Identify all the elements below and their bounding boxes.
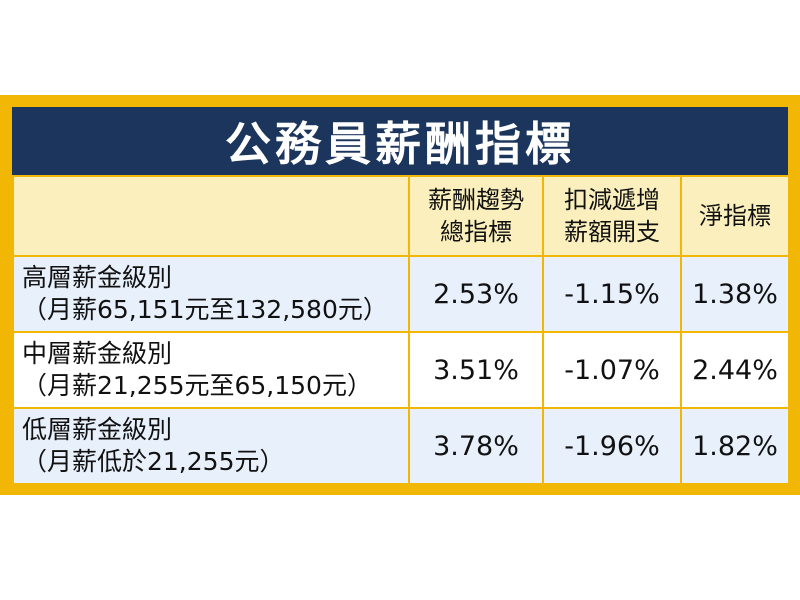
value-cell-trend: 3.51%: [408, 331, 544, 409]
header-blank-cell: [12, 175, 410, 257]
value-cell-deduction: -1.15%: [542, 255, 682, 333]
row-label: 高層薪金級別 （月薪65,151元至132,580元）: [12, 255, 410, 333]
title-bar: 公務員薪酬指標: [12, 107, 788, 175]
row-label: 低層薪金級別 （月薪低於21,255元）: [12, 407, 410, 485]
table-header-row: 薪酬趨勢 總指標 扣減遞增 薪額開支 淨指標: [12, 175, 790, 257]
value-cell-deduction: -1.96%: [542, 407, 682, 485]
table-row: 高層薪金級別 （月薪65,151元至132,580元） 2.53% -1.15%…: [12, 255, 790, 333]
row-label: 中層薪金級別 （月薪21,255元至65,150元）: [12, 331, 410, 409]
value-cell-net: 1.82%: [680, 407, 790, 485]
header-cell-deduction: 扣減遞增 薪額開支: [542, 175, 682, 257]
value-cell-deduction: -1.07%: [542, 331, 682, 409]
value-cell-net: 2.44%: [680, 331, 790, 409]
header-cell-trend: 薪酬趨勢 總指標: [408, 175, 544, 257]
value-cell-trend: 3.78%: [408, 407, 544, 485]
table-row: 低層薪金級別 （月薪低於21,255元） 3.78% -1.96% 1.82%: [12, 407, 790, 485]
header-cell-net: 淨指標: [680, 175, 790, 257]
value-cell-net: 1.38%: [680, 255, 790, 333]
value-cell-trend: 2.53%: [408, 255, 544, 333]
salary-indicator-table: 薪酬趨勢 總指標 扣減遞增 薪額開支 淨指標 高層薪金級別 （月薪65,151元…: [12, 175, 790, 485]
table-row: 中層薪金級別 （月薪21,255元至65,150元） 3.51% -1.07% …: [12, 331, 790, 409]
panel-title: 公務員薪酬指標: [225, 117, 575, 171]
salary-indicator-panel: 公務員薪酬指標 薪酬趨勢 總指標 扣減遞增 薪額開支 淨指標 高層薪金級別 （月…: [0, 95, 800, 495]
